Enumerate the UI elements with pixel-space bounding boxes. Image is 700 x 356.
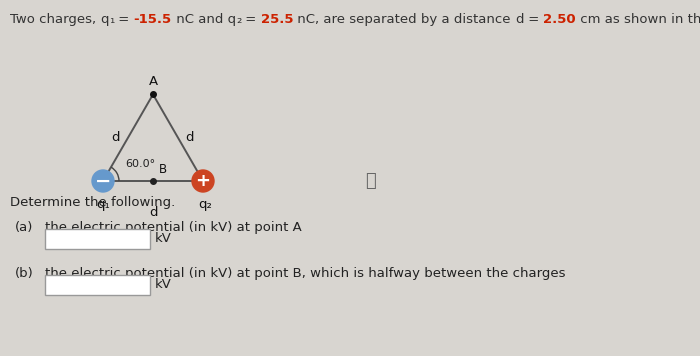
- Text: the electric potential (in kV) at point B, which is halfway between the charges: the electric potential (in kV) at point …: [45, 267, 566, 280]
- Text: cm as shown in the figure.: cm as shown in the figure.: [575, 13, 700, 26]
- Text: Determine the following.: Determine the following.: [10, 196, 175, 209]
- Text: kV: kV: [155, 232, 172, 246]
- Text: =: =: [241, 13, 260, 26]
- Text: ⓘ: ⓘ: [365, 172, 375, 190]
- Text: d: d: [515, 13, 524, 26]
- Text: A: A: [148, 75, 158, 88]
- Text: q₂: q₂: [198, 198, 212, 211]
- Circle shape: [192, 170, 214, 192]
- Text: +: +: [195, 172, 211, 190]
- Text: q: q: [100, 13, 109, 26]
- Text: =: =: [524, 13, 543, 26]
- Text: nC and q: nC and q: [172, 13, 236, 26]
- Text: B: B: [159, 163, 167, 176]
- Text: d: d: [112, 131, 120, 144]
- Text: q₁: q₁: [96, 198, 110, 211]
- Text: d: d: [148, 205, 158, 219]
- Bar: [45, 275, 150, 295]
- Text: -15.5: -15.5: [134, 13, 172, 26]
- Text: 2.50: 2.50: [543, 13, 575, 26]
- Text: −: −: [94, 172, 111, 190]
- Text: d: d: [186, 131, 195, 144]
- Text: ₂: ₂: [236, 13, 241, 26]
- Bar: [45, 229, 150, 249]
- Text: nC, are separated by a distance: nC, are separated by a distance: [293, 13, 515, 26]
- Text: (b): (b): [15, 267, 34, 280]
- Text: the electric potential (in kV) at point A: the electric potential (in kV) at point …: [45, 221, 302, 234]
- Text: 25.5: 25.5: [260, 13, 293, 26]
- Text: (a): (a): [15, 221, 34, 234]
- Text: Two charges,: Two charges,: [10, 13, 100, 26]
- Text: kV: kV: [155, 278, 172, 292]
- Text: ₁: ₁: [109, 13, 114, 26]
- Circle shape: [92, 170, 114, 192]
- Text: 60.0°: 60.0°: [125, 159, 155, 169]
- Text: =: =: [114, 13, 134, 26]
